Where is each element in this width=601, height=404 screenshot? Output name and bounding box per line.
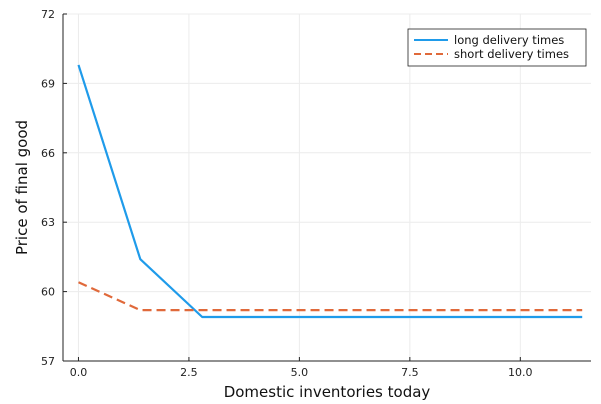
- x-tick-label: 2.5: [180, 366, 198, 379]
- x-axis-label: Domestic inventories today: [224, 383, 431, 401]
- x-tick-label: 0.0: [70, 366, 88, 379]
- y-tick-label: 57: [41, 355, 55, 368]
- y-tick-label: 66: [41, 147, 55, 160]
- y-tick-label: 63: [41, 216, 55, 229]
- legend-entry-long-delivery: long delivery times: [414, 33, 564, 47]
- legend-box: [407, 28, 587, 67]
- legend-entry-short-delivery: short delivery times: [414, 47, 569, 61]
- legend-label-short-delivery: short delivery times: [454, 47, 569, 61]
- legend-label-long-delivery: long delivery times: [454, 33, 564, 47]
- series-line-long-delivery: [77, 64, 583, 319]
- axis-layer: [62, 14, 591, 362]
- tick-layer: 0.0 2.5 5.0 7.5 10.0 57 60 63 66 69 72: [41, 8, 533, 379]
- x-tick-label: 7.5: [401, 366, 419, 379]
- y-tick-label: 60: [41, 286, 55, 299]
- y-tick-label: 72: [41, 8, 55, 21]
- x-tick-label: 10.0: [508, 366, 533, 379]
- series-layer: [77, 64, 583, 319]
- y-axis-label: Price of final good: [13, 120, 31, 255]
- y-tick-label: 69: [41, 77, 55, 90]
- series-line-short-delivery: [78, 281, 583, 312]
- x-tick-label: 5.0: [291, 366, 309, 379]
- legend: long delivery times short delivery times: [407, 28, 587, 67]
